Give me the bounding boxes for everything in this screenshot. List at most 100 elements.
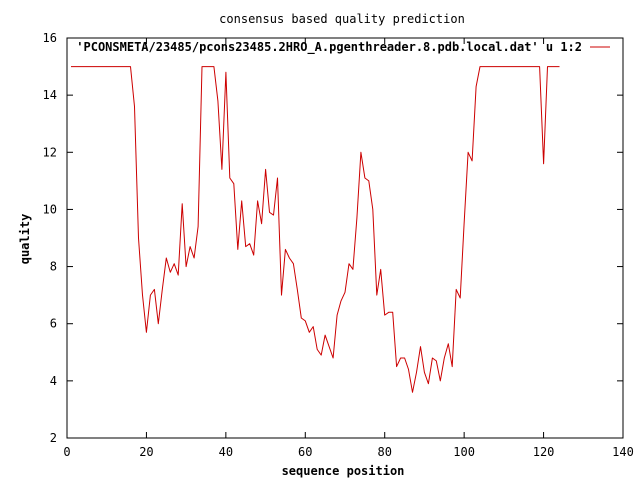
x-tick-label: 80 xyxy=(377,445,391,459)
data-point xyxy=(428,383,429,384)
data-point xyxy=(368,180,369,181)
data-point xyxy=(273,215,274,216)
data-point xyxy=(468,152,469,153)
data-point xyxy=(102,66,103,67)
data-point xyxy=(154,289,155,290)
data-point xyxy=(78,66,79,67)
data-point xyxy=(305,320,306,321)
data-point xyxy=(142,295,143,296)
data-point xyxy=(106,66,107,67)
data-point xyxy=(356,218,357,219)
data-point xyxy=(150,295,151,296)
data-point xyxy=(217,100,218,101)
data-point xyxy=(225,72,226,73)
data-point xyxy=(71,66,72,67)
data-point xyxy=(444,358,445,359)
x-tick-label: 40 xyxy=(219,445,233,459)
data-point xyxy=(396,366,397,367)
data-point xyxy=(491,66,492,67)
data-point xyxy=(551,66,552,67)
y-axis-label: quality xyxy=(18,214,32,265)
chart-title: consensus based quality prediction xyxy=(219,12,465,26)
y-tick-label: 12 xyxy=(43,145,57,159)
data-point xyxy=(110,66,111,67)
data-point xyxy=(213,66,214,67)
data-point xyxy=(440,380,441,381)
data-point xyxy=(162,289,163,290)
data-point xyxy=(476,86,477,87)
data-point xyxy=(380,269,381,270)
series-line-0 xyxy=(71,66,560,393)
data-point xyxy=(74,66,75,67)
data-point xyxy=(472,160,473,161)
data-point xyxy=(158,323,159,324)
data-point xyxy=(253,255,254,256)
data-point xyxy=(321,355,322,356)
data-point xyxy=(269,212,270,213)
data-point xyxy=(388,312,389,313)
data-point xyxy=(341,300,342,301)
x-axis: 0 20 40 60 80 100 120 140 xyxy=(63,38,634,459)
data-point xyxy=(309,332,310,333)
data-point xyxy=(134,106,135,107)
data-point xyxy=(352,269,353,270)
data-point xyxy=(289,258,290,259)
data-point xyxy=(190,246,191,247)
x-tick-label: 0 xyxy=(63,445,70,459)
data-point xyxy=(182,203,183,204)
data-point xyxy=(507,66,508,67)
data-point xyxy=(293,263,294,264)
data-point xyxy=(122,66,123,67)
y-tick-label: 8 xyxy=(50,260,57,274)
data-point xyxy=(503,66,504,67)
data-point xyxy=(98,66,99,67)
data-point xyxy=(265,169,266,170)
data-point xyxy=(194,258,195,259)
data-point xyxy=(408,369,409,370)
data-point xyxy=(412,392,413,393)
data-point xyxy=(448,343,449,344)
data-point xyxy=(313,326,314,327)
data-point xyxy=(515,66,516,67)
data-point xyxy=(535,66,536,67)
y-tick-label: 10 xyxy=(43,202,57,216)
data-point xyxy=(424,372,425,373)
data-point xyxy=(249,243,250,244)
data-point xyxy=(329,346,330,347)
data-point xyxy=(114,66,115,67)
data-point xyxy=(539,66,540,67)
data-point xyxy=(297,289,298,290)
data-point xyxy=(392,312,393,313)
data-point xyxy=(86,66,87,67)
data-point xyxy=(436,360,437,361)
data-point xyxy=(527,66,528,67)
data-point xyxy=(432,358,433,359)
data-point xyxy=(285,249,286,250)
data-point xyxy=(277,178,278,179)
data-point xyxy=(499,66,500,67)
data-point xyxy=(174,263,175,264)
y-tick-label: 14 xyxy=(43,88,57,102)
data-point xyxy=(118,66,119,67)
data-point xyxy=(233,183,234,184)
data-point xyxy=(531,66,532,67)
data-point xyxy=(404,358,405,359)
plot-frame xyxy=(66,37,624,439)
data-point xyxy=(456,289,457,290)
data-point xyxy=(325,335,326,336)
data-point xyxy=(241,200,242,201)
data-point xyxy=(345,292,346,293)
data-point xyxy=(495,66,496,67)
data-point xyxy=(126,66,127,67)
x-tick-label: 120 xyxy=(533,445,555,459)
data-point xyxy=(202,66,203,67)
data-point xyxy=(170,272,171,273)
data-point xyxy=(198,226,199,227)
x-tick-label: 60 xyxy=(298,445,312,459)
data-point xyxy=(178,275,179,276)
data-point xyxy=(480,66,481,67)
data-point xyxy=(229,178,230,179)
data-point xyxy=(138,238,139,239)
data-point xyxy=(559,66,560,67)
